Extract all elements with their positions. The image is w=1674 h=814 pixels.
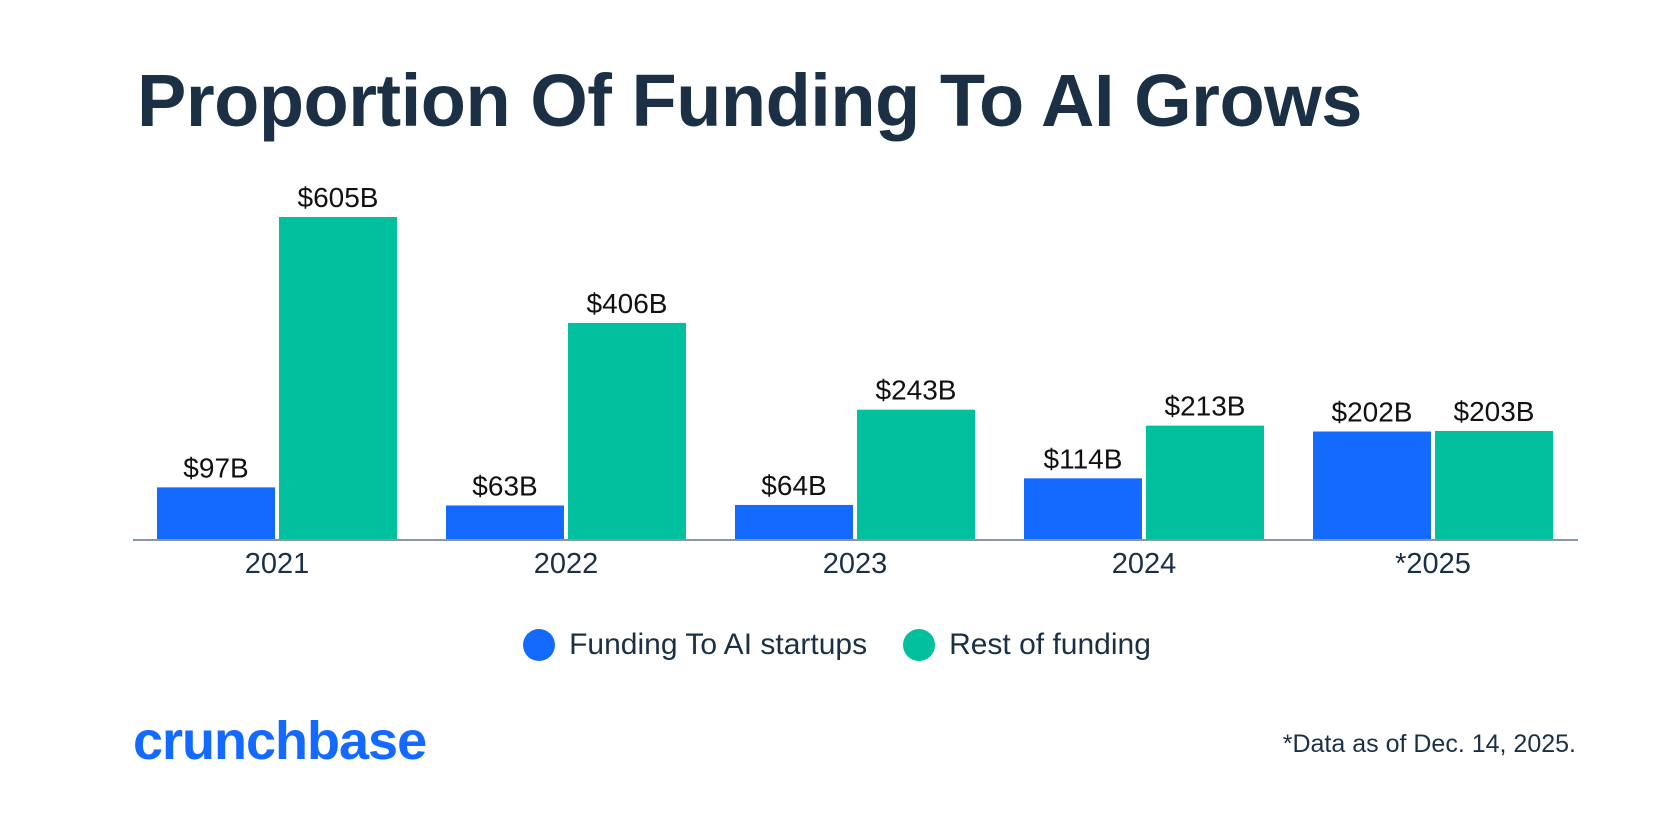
x-tick-labels-group: 2021 2022 2023 2024 *2025 [245, 548, 1471, 580]
bar-rest-2022 [568, 322, 686, 539]
legend-label-ai: Funding To AI startups [569, 628, 868, 661]
legend-item-ai: Funding To AI startups [523, 628, 867, 662]
legend-label-rest: Rest of funding [949, 628, 1151, 661]
chart-title: Proportion Of Funding To AI Grows [137, 59, 1362, 142]
legend-dot-rest [903, 629, 936, 661]
value-label-rest-2025: $203B [1454, 396, 1535, 427]
x-tick-label-2024: 2024 [1112, 548, 1177, 580]
legend: Funding To AI startups Rest of funding [0, 628, 1674, 662]
value-label-rest-2023: $243B [876, 375, 957, 406]
x-tick-label-2021: 2021 [245, 548, 310, 580]
bar-ai-2024 [1024, 478, 1142, 539]
value-labels-group: $97B $605B $63B $406B $64B $243B $114B $213B $20… [183, 182, 1534, 501]
bar-rest-2023 [857, 409, 975, 539]
bar-ai-2022 [446, 505, 564, 539]
x-tick-label-2023: 2023 [823, 548, 888, 580]
bar-ai-2025 [1313, 431, 1431, 539]
value-label-rest-2022: $406B [587, 288, 668, 319]
value-label-ai-2024: $114B [1044, 443, 1123, 474]
bar-rest-2021 [279, 217, 397, 539]
legend-item-rest: Rest of funding [903, 628, 1151, 662]
value-label-ai-2022: $63B [472, 470, 537, 501]
value-label-ai-2025: $202B [1332, 396, 1413, 427]
bar-ai-2021 [157, 487, 275, 539]
value-label-ai-2021: $97B [183, 452, 248, 483]
bars-group [157, 217, 1553, 539]
bar-chart: $97B $605B $63B $406B $64B $243B $114B $213B $20… [133, 182, 1578, 580]
bar-rest-2024 [1146, 425, 1264, 539]
bar-ai-2023 [735, 504, 853, 539]
legend-dot-ai [523, 629, 556, 661]
crunchbase-logo: crunchbase [133, 711, 427, 771]
value-label-ai-2023: $64B [761, 470, 826, 501]
value-label-rest-2024: $213B [1165, 391, 1246, 422]
x-tick-label-2025: *2025 [1395, 548, 1471, 580]
value-label-rest-2021: $605B [298, 182, 379, 213]
footnote: *Data as of Dec. 14, 2025. [1282, 730, 1576, 758]
bar-rest-2025 [1435, 430, 1553, 539]
x-tick-label-2022: 2022 [534, 548, 599, 580]
